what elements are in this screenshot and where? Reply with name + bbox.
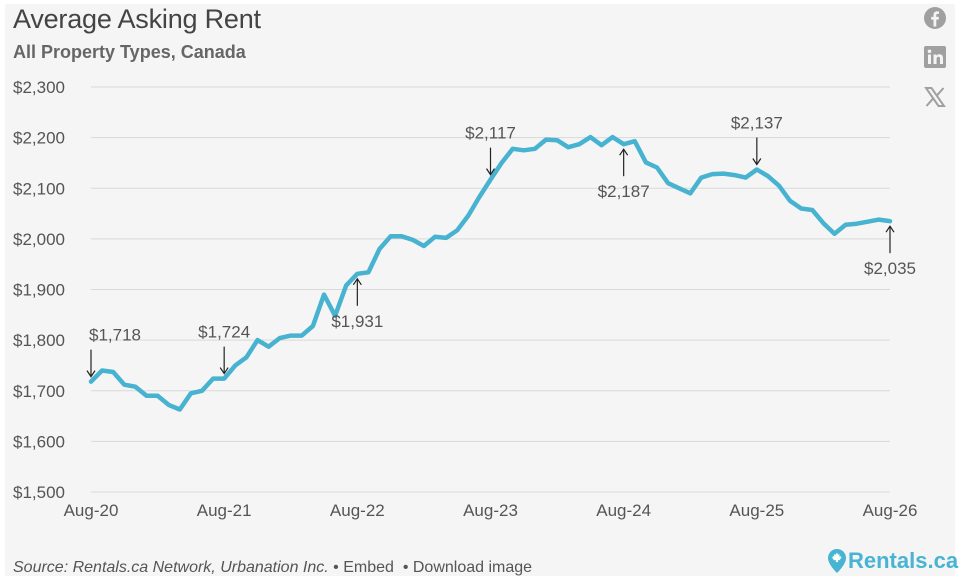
data-label: $2,117 <box>465 124 516 143</box>
chart-subtitle: All Property Types, Canada <box>13 42 246 62</box>
download-image-link[interactable]: Download image <box>412 559 533 576</box>
data-label-annotation: $2,137 <box>731 114 783 166</box>
arrow-head <box>752 158 762 166</box>
data-label: $1,931 <box>331 312 383 331</box>
arrow-head <box>885 225 895 233</box>
data-label-annotation: $1,724 <box>198 323 250 375</box>
x-tick-label: Aug-22 <box>330 501 385 520</box>
chart-title: Average Asking Rent <box>13 4 261 34</box>
source-text: Source: Rentals.ca Network, Urbanation I… <box>13 559 329 576</box>
map-pin-icon <box>828 549 846 573</box>
separator: • <box>402 559 409 576</box>
data-label-annotation: $2,187 <box>598 148 650 201</box>
separator: • <box>333 559 339 576</box>
arrow-head <box>619 148 629 156</box>
x-tick-label: Aug-20 <box>64 501 119 520</box>
y-tick-label: $1,600 <box>13 432 65 451</box>
y-tick-label: $2,100 <box>13 179 65 198</box>
y-tick-label: $1,700 <box>13 382 65 401</box>
linkedin-share-button[interactable] <box>922 44 948 70</box>
line-chart: $1,500 $1,600 $1,700 $1,800 $1,900 $2,000 $2,1… <box>13 78 918 520</box>
embed-link[interactable]: Embed <box>343 559 394 576</box>
y-tick-label: $1,500 <box>13 483 65 502</box>
x-tick-label: Aug-24 <box>596 501 651 520</box>
data-label: $2,035 <box>864 259 916 278</box>
x-tick-label: Aug-21 <box>197 501 252 520</box>
data-label: $1,718 <box>89 326 141 345</box>
x-icon <box>924 87 946 107</box>
facebook-share-button[interactable] <box>922 5 948 31</box>
y-tick-label: $1,900 <box>13 281 65 300</box>
x-tick-label: Aug-23 <box>463 501 518 520</box>
data-label: $2,187 <box>598 182 650 201</box>
x-tick-label: Aug-26 <box>863 501 918 520</box>
y-tick-label: $1,800 <box>13 331 65 350</box>
series-line <box>88 134 893 412</box>
arrow-head <box>486 168 495 176</box>
x-share-button[interactable] <box>922 84 948 110</box>
y-tick-label: $2,000 <box>13 230 65 249</box>
linkedin-icon <box>924 46 946 68</box>
facebook-icon <box>924 7 946 29</box>
data-label-annotation: $1,718 <box>86 326 141 378</box>
data-label: $2,137 <box>731 114 783 133</box>
brand-logo[interactable]: Rentals.ca <box>828 548 958 574</box>
arrow-head <box>86 370 96 378</box>
data-label-annotation: $2,117 <box>465 124 516 176</box>
data-label: $1,724 <box>198 323 250 342</box>
data-label-annotation: $1,931 <box>331 277 383 331</box>
y-tick-label: $2,200 <box>13 129 65 148</box>
y-tick-label: $2,300 <box>13 78 65 97</box>
brand-name: Rentals.ca <box>848 548 959 573</box>
source-footer: Source: Rentals.ca Network, Urbanation I… <box>13 559 532 577</box>
arrow-head <box>352 277 362 286</box>
x-tick-label: Aug-25 <box>729 501 784 520</box>
data-label-annotation: $2,035 <box>864 225 916 278</box>
arrow-head <box>219 367 229 375</box>
